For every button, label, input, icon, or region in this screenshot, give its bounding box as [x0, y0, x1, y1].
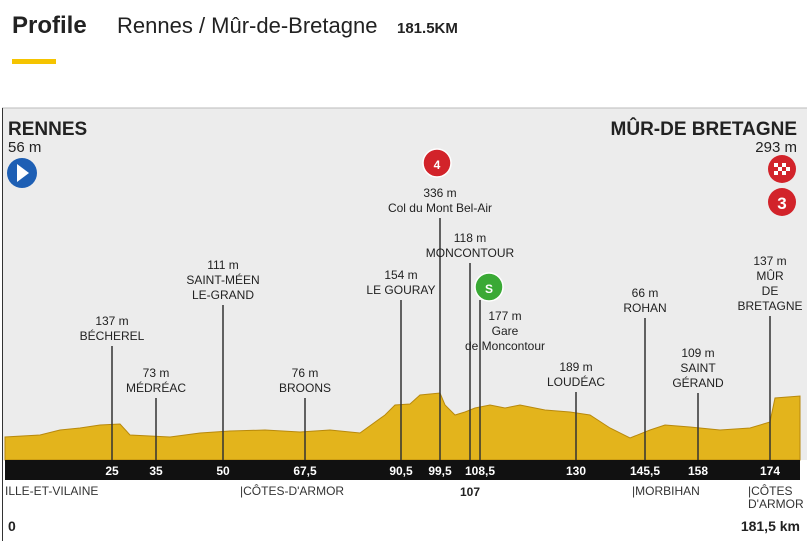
altitude-label: 111 m: [207, 258, 239, 272]
axis-start: 0: [8, 518, 16, 534]
profile-background: [2, 108, 807, 460]
place-label: ROHAN: [623, 301, 666, 315]
altitude-label: 73 m: [143, 366, 170, 380]
finish-climb-badge: [768, 188, 796, 216]
place-label: BÉCHEREL: [80, 328, 145, 343]
start-arrow: [17, 164, 29, 182]
altitude-label: 66 m: [632, 286, 659, 300]
place-label: SAINT-MÉEN: [186, 272, 259, 287]
title-underline: [12, 59, 56, 64]
altitude-label: 76 m: [292, 366, 319, 380]
km-label: 107: [460, 485, 480, 499]
place-label: LE GOURAY: [366, 283, 435, 297]
altitude-label: 189 m: [559, 360, 592, 374]
region-label: |MORBIHAN: [632, 484, 700, 498]
place-label: BRETAGNE: [737, 299, 802, 313]
place-label: Col du Mont Bel-Air: [388, 201, 492, 215]
subtitle: Rennes / Mûr-de-Bretagne: [117, 13, 377, 38]
climb-badge: [474, 272, 504, 302]
km-label: 67,5: [293, 464, 317, 478]
place-label: DE: [762, 284, 779, 298]
km-label: 158: [688, 464, 708, 478]
place-label: MÉDRÉAC: [126, 380, 186, 395]
region-label: D'ARMOR: [748, 497, 804, 511]
place-label: MONCONTOUR: [426, 246, 515, 260]
km-label: 35: [149, 464, 163, 478]
place-label: GÉRAND: [672, 375, 724, 390]
km-label: 108,5: [465, 464, 495, 478]
distance: 181.5KM: [397, 20, 458, 37]
title: Profile: [12, 12, 87, 39]
region-label: |CÔTES: [748, 483, 792, 498]
place-label: SAINT: [680, 361, 716, 375]
finish-climb-category: 3: [777, 194, 786, 213]
altitude-label: 154 m: [384, 268, 417, 282]
axis-bar: [5, 460, 800, 480]
altitude-label: 118 m: [454, 231, 486, 245]
altitude-label: 109 m: [681, 346, 714, 360]
km-label: 174: [760, 464, 780, 478]
region-label: ILLE-ET-VILAINE: [5, 484, 98, 498]
start-name: RENNES: [8, 119, 87, 140]
km-label: 90,5: [389, 464, 413, 478]
altitude-label: 137 m: [95, 314, 128, 328]
place-label: MÛR: [756, 268, 784, 283]
terrain: [4, 392, 801, 461]
finish-name: MÛR-DE BRETAGNE: [611, 118, 797, 140]
place-label: de Moncontour: [465, 339, 545, 353]
altitude-label: 137 m: [753, 254, 786, 268]
place-label: LOUDÉAC: [547, 374, 605, 389]
start-altitude: 56 m: [8, 139, 41, 156]
climb-badge-label: 4: [434, 158, 441, 172]
climb-badge-label: S: [485, 282, 493, 296]
place-label: BROONS: [279, 381, 331, 395]
region-label: |CÔTES-D'ARMOR: [240, 483, 344, 498]
finish-checker: [774, 163, 790, 175]
km-label: 50: [216, 464, 230, 478]
km-label: 130: [566, 464, 586, 478]
place-label: Gare: [492, 324, 519, 338]
altitude-label: 177 m: [488, 309, 521, 323]
km-label: 25: [105, 464, 119, 478]
km-label: 145,5: [630, 464, 660, 478]
finish-altitude: 293 m: [755, 139, 797, 156]
km-label: 99,5: [428, 464, 452, 478]
climb-badge: [422, 148, 452, 178]
altitude-label: 336 m: [423, 186, 456, 200]
place-label: LE-GRAND: [192, 288, 254, 302]
axis-end: 181,5 km: [741, 518, 800, 534]
